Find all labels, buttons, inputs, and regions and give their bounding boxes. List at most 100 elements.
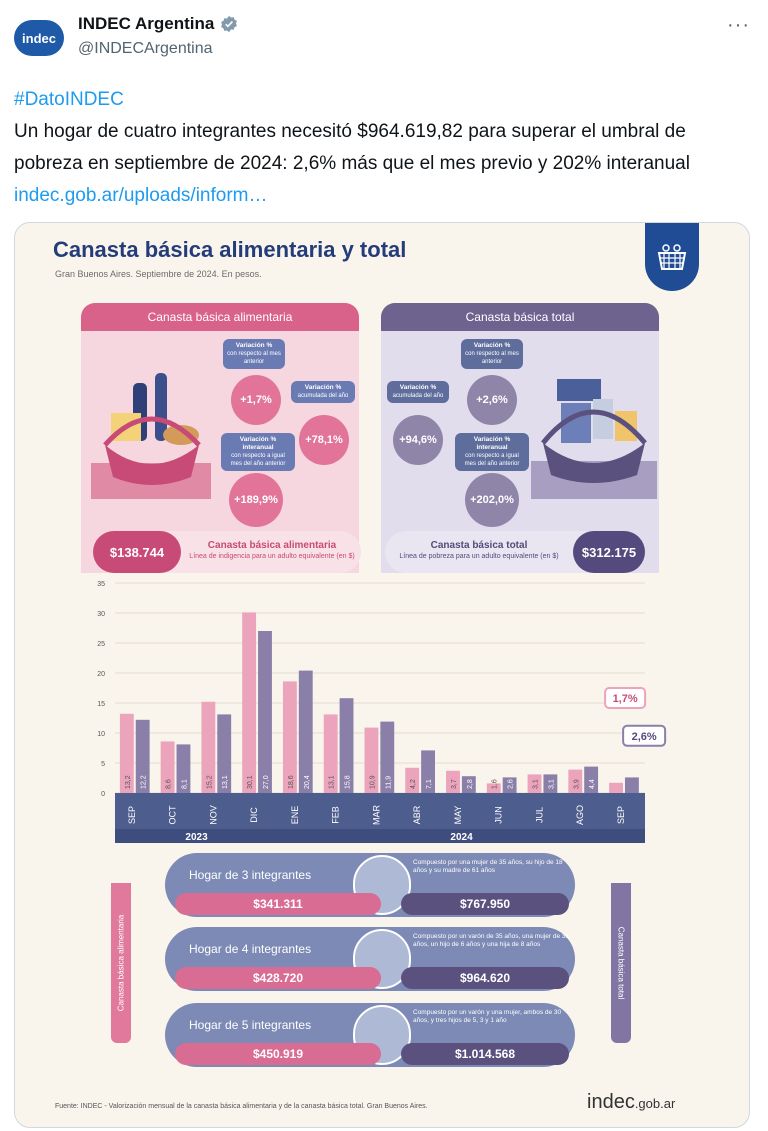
bar-cbt: [461, 776, 476, 793]
bar-value-label: 3,1: [548, 779, 555, 789]
x-tick-label: MAY: [453, 806, 463, 825]
household-row: Hogar de 4 integrantes Compuesto por un …: [165, 927, 575, 991]
y-tick-label: 35: [97, 581, 105, 588]
bar-value-label: 20,4: [304, 775, 311, 789]
tweet-body: Un hogar de cuatro integrantes necesitó …: [14, 121, 690, 174]
callout-cbt-text: 2,6%: [632, 731, 657, 743]
bar-cba: [160, 741, 175, 793]
infographic-image[interactable]: Canasta básica alimentaria y total Gran …: [14, 222, 750, 1128]
bar-value-label: 4,4: [589, 779, 596, 789]
bar-cba: [242, 612, 257, 793]
bar-cbt: [380, 721, 395, 793]
household-cbt-amount: $767.950: [401, 893, 569, 915]
y-tick-label: 5: [101, 761, 105, 768]
bar-cba: [527, 774, 542, 793]
y-tick-label: 30: [97, 611, 105, 618]
household-cba-amount: $450.919: [175, 1043, 381, 1065]
cba-amount: $138.744: [93, 531, 181, 573]
bar-value-label: 4,2: [410, 779, 417, 789]
bar-cba: [282, 681, 297, 793]
bar-cbt: [543, 774, 558, 793]
basket-badge-icon: [645, 223, 699, 291]
household-row: Hogar de 3 integrantes Compuesto por una…: [165, 853, 575, 917]
cbt-var-mensual-label: Variación % con respecto al mes anterior: [461, 339, 523, 369]
indec-logo: indec.gob.ar: [587, 1091, 676, 1113]
bar-cbt: [339, 698, 354, 793]
bar-cbt: [176, 744, 191, 793]
cbt-amount: $312.175: [573, 531, 645, 573]
bar-value-label: 8,1: [181, 779, 188, 789]
cba-side-label: Canasta básica alimentaria: [116, 914, 126, 1012]
bar-value-label: 30,1: [247, 775, 254, 789]
cba-var-mensual-bubble: +1,7%: [231, 375, 281, 425]
bar-cbt: [135, 719, 150, 793]
bar-value-label: 3,9: [573, 779, 580, 789]
x-tick-label: ENE: [290, 806, 300, 825]
bar-value-label: 2,8: [467, 779, 474, 789]
bar-cbt: [217, 714, 232, 793]
x-tick-label: JUL: [534, 807, 544, 823]
more-options-icon[interactable]: ···: [727, 14, 750, 36]
y-tick-label: 10: [97, 731, 105, 738]
callout-cba: [604, 687, 647, 709]
callout-cba-text: 1,7%: [613, 693, 638, 705]
cba-var-acum-label: Variación % acumulada del año: [291, 381, 355, 403]
household-description: Compuesto por un varón y una mujer, ambo…: [413, 1009, 562, 1024]
bar-cbt: [624, 777, 639, 793]
cba-var-inter-label: Variación % interanual con respecto a igu…: [221, 433, 295, 471]
bar-cba: [568, 769, 583, 793]
x-tick-label: MAR: [371, 805, 381, 826]
tweet-url-link[interactable]: indec.gob.ar/uploads/inform…: [14, 185, 268, 206]
bar-value-label: 12,2: [141, 775, 148, 789]
cba-var-mensual-label: Variación % con respecto al mes anterior: [223, 339, 285, 369]
x-tick-label: AGO: [575, 805, 585, 825]
bar-value-label: 2,6: [508, 779, 515, 789]
x-tick-label: ABR: [412, 805, 422, 824]
y-tick-label: 15: [97, 701, 105, 708]
household-label: Hogar de 4 integrantes: [189, 942, 312, 956]
household-cbt-amount: $964.620: [401, 967, 569, 989]
bar-cbt: [298, 670, 313, 793]
x-tick-label: FEB: [331, 806, 341, 824]
x-tick-label: DIC: [249, 807, 259, 823]
bar-value-label: 13,1: [329, 775, 336, 789]
x-tick-label: SEP: [616, 806, 626, 824]
x-tick-label: OCT: [168, 805, 178, 825]
bar-value-label: 3,7: [451, 779, 458, 789]
y-tick-label: 25: [97, 641, 105, 648]
bar-value-label: 7,1: [426, 779, 433, 789]
bar-value-label: 27,0: [263, 775, 270, 789]
bar-cbt: [502, 777, 517, 793]
household-cba-amount: $428.720: [175, 967, 381, 989]
year-label: 2024: [450, 832, 473, 843]
bar-value-label: 15,2: [206, 775, 213, 789]
infographic-title: Canasta básica alimentaria y total: [53, 237, 407, 262]
bar-cba: [405, 767, 420, 793]
monthly-variation-chart: 0 5 10 15 20 25 30 35 13,2 12,2 SEP 8,6 8,1 OCT 15,2 13…: [97, 581, 667, 843]
bar-value-label: 8,6: [166, 779, 173, 789]
cba-summary-subtitle: Línea de indigencia para un adulto equiv…: [189, 553, 355, 560]
bar-cba: [201, 701, 216, 793]
bar-value-label: 13,2: [125, 775, 132, 789]
bar-cba: [446, 770, 460, 793]
year-band: [115, 829, 645, 843]
cbt-summary: Canasta básica total Línea de pobreza pa…: [385, 531, 645, 573]
cbt-var-inter-label: Variación % interanual con respecto a igu…: [455, 433, 529, 471]
bar-cba: [609, 782, 623, 793]
bar-cba: [364, 727, 379, 793]
cba-panel-header: Canasta básica alimentaria: [81, 303, 359, 331]
avatar[interactable]: indec: [14, 20, 64, 56]
bar-cba: [486, 783, 501, 793]
y-tick-label: 0: [101, 791, 105, 798]
y-tick-label: 20: [97, 671, 105, 678]
tweet-text: #DatoINDEC Un hogar de cuatro integrante…: [14, 84, 754, 212]
handle[interactable]: @INDECArgentina: [78, 40, 213, 57]
food-basket-icon: [91, 373, 211, 499]
name-row: INDEC Argentina: [78, 14, 238, 34]
display-name[interactable]: INDEC Argentina: [78, 14, 215, 33]
bar-value-label: 10,9: [369, 775, 376, 789]
hashtag-link[interactable]: #DatoINDEC: [14, 89, 124, 110]
bar-value-label: 18,6: [288, 775, 295, 789]
bar-value-label: 3,1: [533, 779, 540, 789]
cbt-var-acum-bubble: +94,6%: [393, 415, 443, 465]
